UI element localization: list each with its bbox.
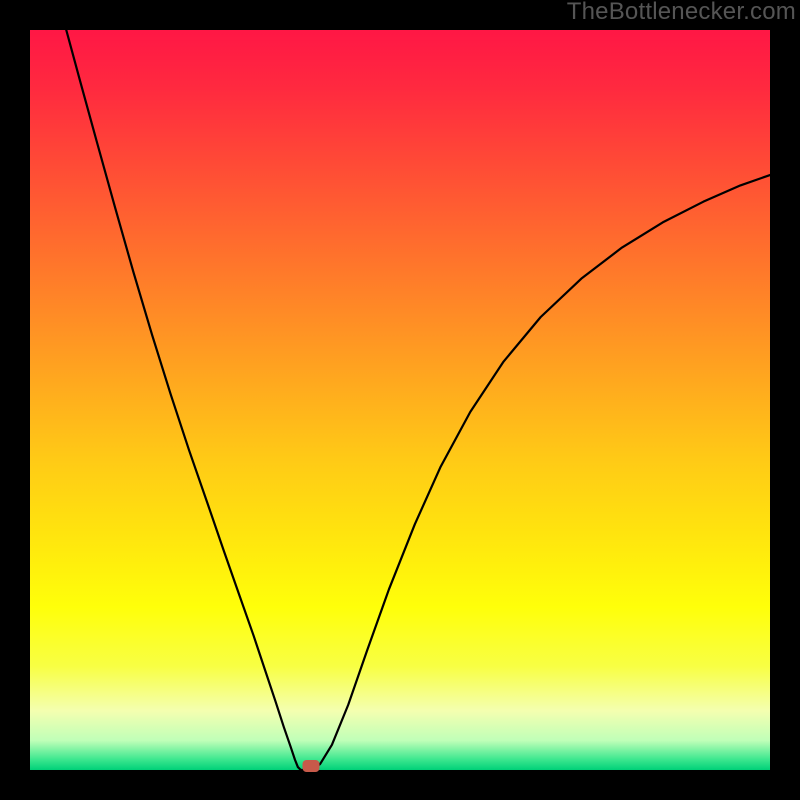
- optimal-point-marker: [303, 760, 320, 772]
- bottleneck-curve: [30, 30, 770, 770]
- watermark-text: TheBottlenecker.com: [567, 0, 796, 26]
- chart-frame: [0, 0, 800, 800]
